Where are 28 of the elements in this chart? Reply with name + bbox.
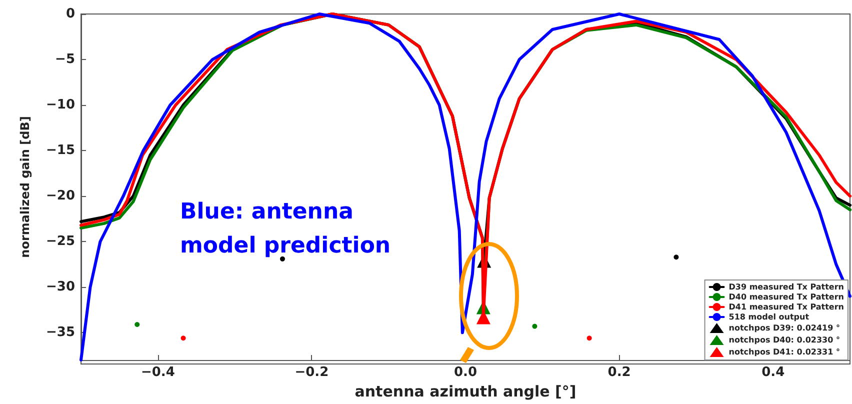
point [134, 322, 140, 327]
y-tick-label: −35 [46, 325, 75, 340]
legend-label: D41 measured Tx Pattern [728, 302, 844, 312]
x-tick-label: 0.4 [762, 365, 785, 380]
legend-label: notchpos D39: 0.02419 ° [728, 324, 840, 332]
legend-label: notchpos D41: 0.02331 ° [728, 348, 840, 356]
legend-label: 518 model output [728, 312, 810, 322]
legend-label: D40 measured Tx Pattern [728, 292, 844, 302]
y-tick-label: 0 [66, 6, 75, 22]
point [586, 336, 592, 341]
x-tick-label: 0.2 [608, 365, 631, 380]
y-axis-title: normalized gain [dB] [18, 116, 32, 258]
y-tick-label: −25 [46, 234, 75, 250]
y-tick-label: −30 [46, 280, 75, 295]
y-tick-label: −20 [46, 188, 75, 204]
x-axis-title: antenna azimuth angle [°] [354, 382, 576, 400]
point [674, 254, 679, 260]
point [532, 324, 538, 329]
legend-label: D39 measured Tx Pattern [728, 282, 844, 292]
x-tick-label: −0.4 [140, 365, 175, 380]
y-tick-label: −15 [46, 143, 75, 158]
y-tick-label: −10 [46, 98, 75, 113]
x-tick-label: −0.2 [294, 365, 329, 380]
x-tick-label: 0.0 [454, 365, 478, 380]
annotation: Blue: antenna model prediction [180, 200, 391, 258]
y-tick-label: −5 [55, 52, 75, 68]
point [180, 336, 186, 341]
legend-label: notchpos D40: 0.02330 ° [728, 336, 840, 344]
